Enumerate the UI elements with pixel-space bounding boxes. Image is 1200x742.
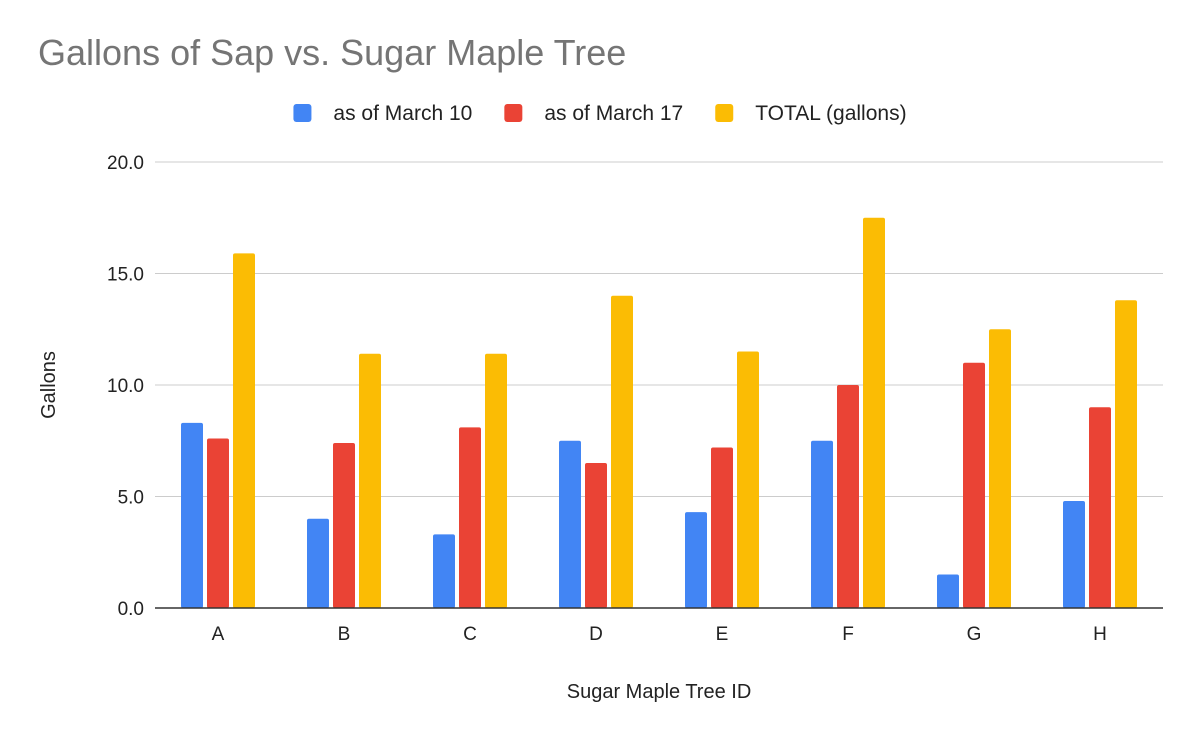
bar-h-as-of-march-17 [1089,407,1111,608]
bar-f-total-gallons [863,217,885,608]
bar-a-as-of-march-17 [207,438,229,608]
bar-b-as-of-march-10 [307,518,329,608]
gridlines [155,161,1163,497]
bar-e-as-of-march-17 [711,447,733,608]
y-tick-label: 10.0 [107,376,144,397]
y-tick-label: 15.0 [107,265,144,286]
legend-label: as of March 17 [544,102,683,125]
y-tick-label: 5.0 [118,488,144,509]
bar-d-as-of-march-17 [585,463,607,608]
bar-e-as-of-march-10 [685,512,707,608]
x-tick-label: B [338,624,351,645]
legend-swatch [715,104,734,122]
bar-h-as-of-march-10 [1063,500,1085,608]
bar-c-total-gallons [485,353,507,608]
bar-d-as-of-march-10 [559,440,581,608]
x-tick-label: D [589,624,603,645]
bar-e-total-gallons [737,351,759,608]
y-axis-title: Gallons [38,351,60,419]
bar-c-as-of-march-10 [433,534,455,608]
x-tick-label: C [463,624,477,645]
legend-swatch [504,104,523,122]
x-tick-label: E [716,624,729,645]
y-axis-ticks: 0.0 5.0 10.0 15.0 20.0 [107,153,144,620]
legend-item-total-gallons: TOTAL (gallons) [715,102,907,125]
bar-b-as-of-march-17 [333,442,355,608]
bar-b-total-gallons [359,353,381,608]
bar-g-as-of-march-10 [937,574,959,608]
bar-c-as-of-march-17 [459,427,481,608]
bar-g-total-gallons [989,329,1011,608]
legend-swatch [293,104,312,122]
legend: as of March 10 as of March 17 TOTAL (gallo… [293,102,907,125]
x-tick-label: A [212,624,225,645]
bars [181,217,1137,608]
bar-f-as-of-march-17 [837,385,859,608]
bar-g-as-of-march-17 [963,362,985,608]
x-tick-label: H [1093,624,1107,645]
x-tick-label: F [842,624,854,645]
x-axis-ticks: A B C D E F G H [212,624,1107,645]
bar-h-total-gallons [1115,300,1137,608]
chart-title: Gallons of Sap vs. Sugar Maple Tree [38,32,627,73]
legend-item-as-of-march-10: as of March 10 [293,102,472,125]
legend-label: as of March 10 [333,102,472,125]
y-tick-label: 0.0 [118,599,144,620]
legend-item-as-of-march-17: as of March 17 [504,102,683,125]
x-tick-label: G [967,624,982,645]
legend-label: TOTAL (gallons) [755,102,906,125]
y-tick-label: 20.0 [107,153,144,174]
bar-a-total-gallons [233,253,255,608]
x-axis-title: Sugar Maple Tree ID [567,681,752,703]
bar-a-as-of-march-10 [181,422,203,608]
bar-d-total-gallons [611,295,633,608]
bar-f-as-of-march-10 [811,440,833,608]
